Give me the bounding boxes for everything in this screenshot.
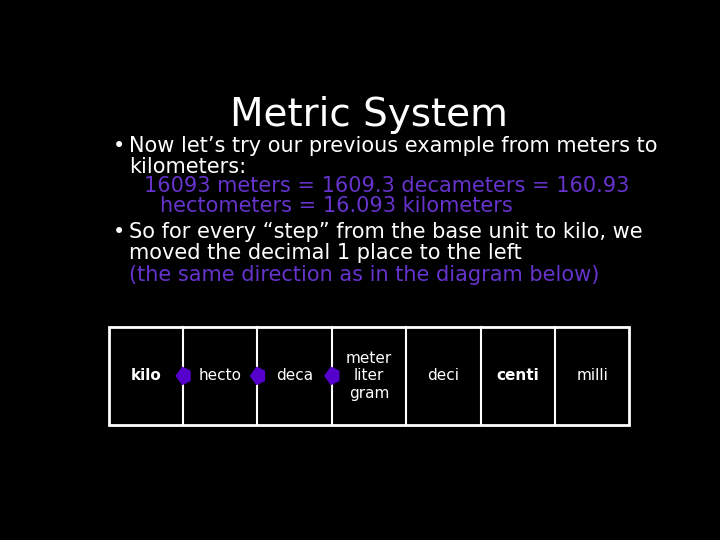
Text: kilometers:: kilometers: (129, 157, 246, 177)
Text: centi: centi (496, 368, 539, 383)
Polygon shape (325, 367, 338, 384)
Text: milli: milli (576, 368, 608, 383)
Polygon shape (251, 367, 264, 384)
Text: deci: deci (428, 368, 459, 383)
Text: Now let’s try our previous example from meters to: Now let’s try our previous example from … (129, 136, 657, 156)
Text: meter
liter
gram: meter liter gram (346, 351, 392, 401)
Text: (the same direction as in the diagram below): (the same direction as in the diagram be… (129, 265, 599, 285)
Text: hecto: hecto (199, 368, 242, 383)
Bar (109, 327, 629, 425)
Text: hectometers = 16.093 kilometers: hectometers = 16.093 kilometers (160, 195, 513, 215)
Text: •: • (113, 222, 125, 242)
Text: kilo: kilo (130, 368, 161, 383)
Text: moved the decimal 1 place to the left: moved the decimal 1 place to the left (129, 244, 521, 264)
Text: 16093 meters = 1609.3 decameters = 160.93: 16093 meters = 1609.3 decameters = 160.9… (144, 176, 629, 195)
Text: deca: deca (276, 368, 313, 383)
Text: Metric System: Metric System (230, 96, 508, 133)
Polygon shape (176, 367, 190, 384)
Text: So for every “step” from the base unit to kilo, we: So for every “step” from the base unit t… (129, 222, 642, 242)
Text: •: • (113, 136, 125, 156)
